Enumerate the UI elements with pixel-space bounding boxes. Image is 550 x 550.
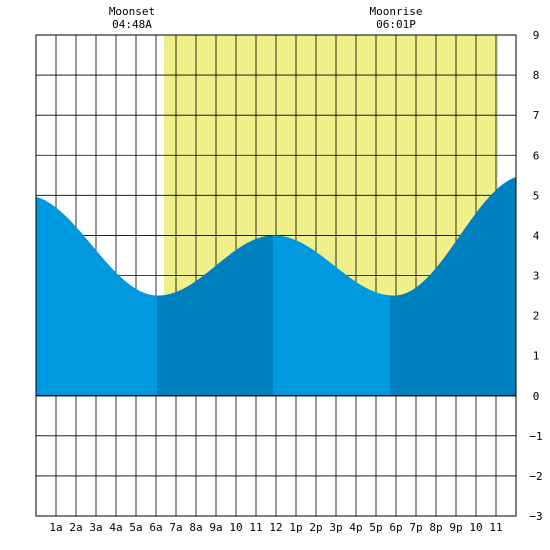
y-tick-label: 6 (533, 149, 540, 162)
x-tick-label: 2a (69, 521, 82, 534)
y-tick-label: 2 (533, 310, 540, 323)
y-tick-label: 7 (533, 109, 540, 122)
x-tick-label: 10 (469, 521, 482, 534)
axis-lines (35, 34, 517, 517)
x-tick-label: 7p (409, 521, 422, 534)
x-tick-label: 7a (169, 521, 182, 534)
tide-area-segment (390, 176, 516, 396)
plot-border (35, 34, 517, 517)
y-tick-label: −3 (529, 510, 542, 523)
x-tick-label: 2p (309, 521, 322, 534)
x-tick-label: 1a (49, 521, 62, 534)
x-tick-label: 6a (149, 521, 162, 534)
tide-area-segment (36, 196, 157, 396)
y-tick-label: 4 (533, 229, 540, 242)
x-tick-label: 3a (89, 521, 102, 534)
y-tick-label: 5 (533, 189, 540, 202)
x-tick-label: 8p (429, 521, 442, 534)
x-tick-label: 11 (489, 521, 502, 534)
x-tick-label: 8a (189, 521, 202, 534)
y-tick-label: 9 (533, 29, 540, 42)
x-tick-label: 6p (389, 521, 402, 534)
y-tick-label: 0 (533, 390, 540, 403)
x-tick-label: 3p (329, 521, 342, 534)
tide-area-segment (273, 235, 390, 396)
x-tick-labels: 1a 2a 3a 4a 5a 6a 7a 8a 9a 10 11 12 1p 2p 3p 4p 5p 6p 7p 8p… (49, 521, 502, 534)
x-tick-label: 5p (369, 521, 382, 534)
tide-area-group (36, 176, 516, 396)
x-tick-label: 11 (249, 521, 262, 534)
y-tick-labels: −3 −2 −1 0 1 2 3 4 5 6 7 8 9 (529, 29, 542, 523)
tide-area-segment (157, 235, 273, 396)
x-tick-label: 12 (269, 521, 282, 534)
y-tick-label: 8 (533, 69, 540, 82)
y-tick-label: 3 (533, 270, 540, 283)
x-tick-label: 4p (349, 521, 362, 534)
x-tick-label: 5a (129, 521, 142, 534)
moonrise-time: 06:01P (376, 18, 416, 31)
x-tick-label: 9p (449, 521, 462, 534)
x-tick-label: 9a (209, 521, 222, 534)
moonrise-label: Moonrise (370, 5, 423, 18)
moonset-label: Moonset (109, 5, 155, 18)
x-tick-label: 1p (289, 521, 302, 534)
y-tick-label: −2 (529, 470, 542, 483)
y-tick-label: 1 (533, 350, 540, 363)
y-tick-label: −1 (529, 430, 542, 443)
x-tick-label: 10 (229, 521, 242, 534)
x-tick-label: 4a (109, 521, 122, 534)
moonset-time: 04:48A (112, 18, 152, 31)
